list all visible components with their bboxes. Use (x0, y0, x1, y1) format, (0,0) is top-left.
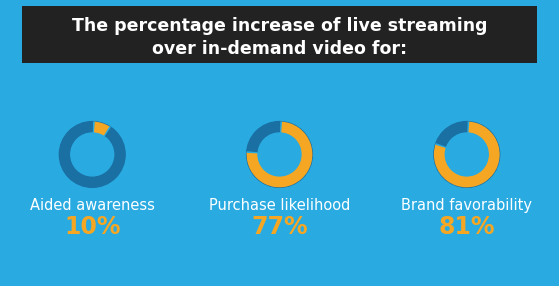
Wedge shape (247, 151, 258, 153)
Wedge shape (435, 143, 447, 148)
Text: Aided awareness: Aided awareness (30, 198, 155, 213)
Circle shape (59, 122, 125, 187)
Text: Purchase likelihood: Purchase likelihood (209, 198, 350, 213)
FancyBboxPatch shape (22, 6, 537, 63)
Text: 77%: 77% (251, 215, 308, 239)
Text: 10%: 10% (64, 215, 121, 239)
Circle shape (71, 133, 113, 176)
Wedge shape (93, 122, 110, 136)
Wedge shape (467, 122, 470, 133)
Circle shape (247, 122, 312, 187)
Circle shape (446, 133, 488, 176)
Text: The percentage increase of live streaming: The percentage increase of live streamin… (72, 17, 487, 35)
Wedge shape (434, 122, 500, 187)
Text: 81%: 81% (438, 215, 495, 239)
Wedge shape (103, 126, 111, 137)
Wedge shape (247, 122, 312, 187)
Text: over in-demand video for:: over in-demand video for: (152, 40, 407, 57)
Circle shape (258, 133, 301, 176)
Circle shape (434, 122, 500, 187)
Text: Brand favorability: Brand favorability (401, 198, 532, 213)
Wedge shape (93, 122, 95, 133)
Wedge shape (280, 122, 282, 133)
